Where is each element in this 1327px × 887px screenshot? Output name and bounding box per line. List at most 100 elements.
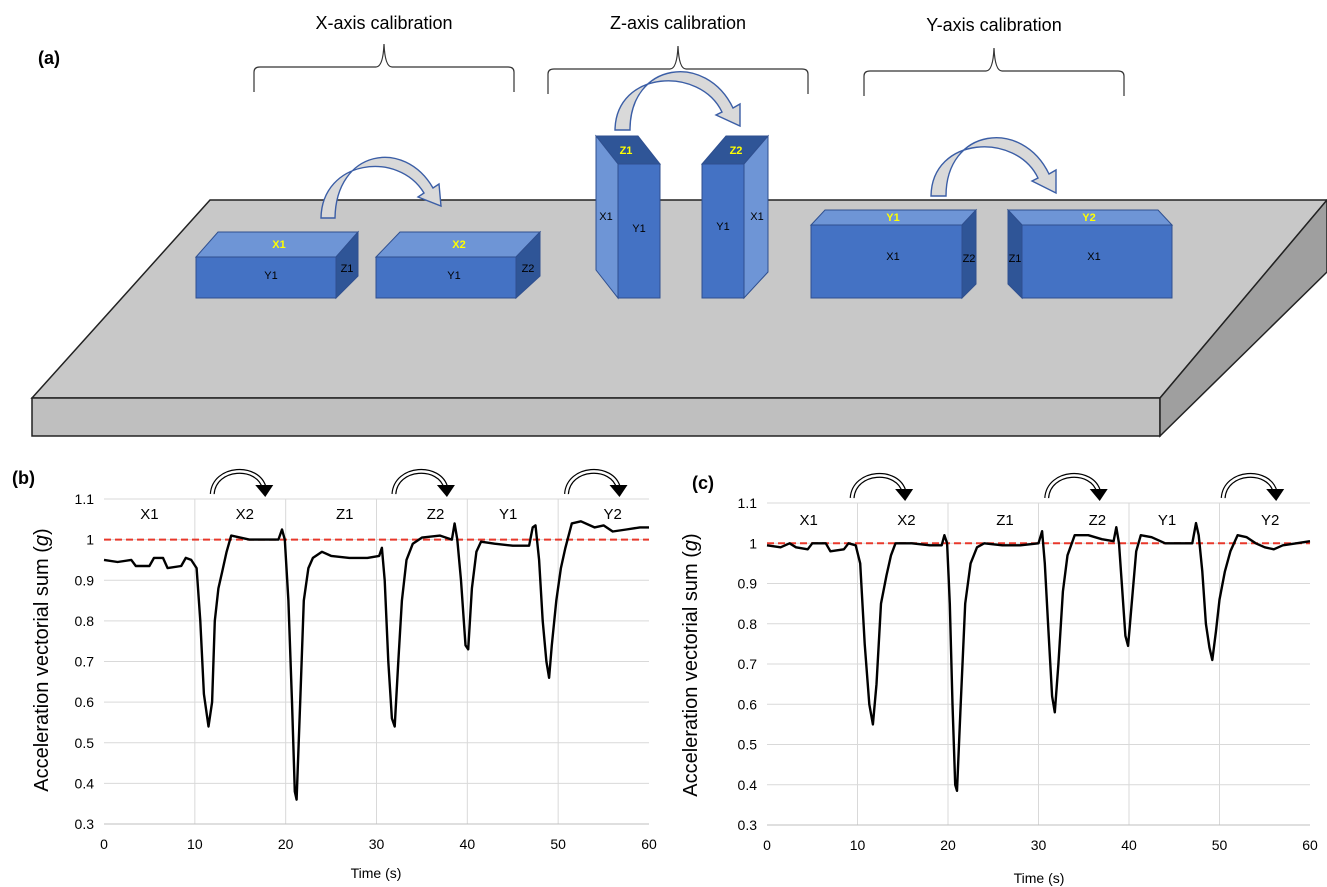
table-front — [31, 397, 1161, 437]
y-tick-label: 0.9 — [75, 572, 95, 588]
segment-label: Y2 — [1261, 512, 1279, 529]
block-x2-front-label: Y1 — [447, 270, 460, 282]
y-tick-label: 0.3 — [738, 817, 758, 833]
block-z1-front-label: Y1 — [632, 223, 645, 235]
flip-arrow-x — [320, 156, 442, 219]
panel-c-label: (c) — [692, 473, 714, 493]
y-tick-label: 0.4 — [75, 775, 95, 791]
x-tick-label: 40 — [460, 836, 476, 852]
segment-label: X1 — [799, 512, 817, 529]
section-title-x: X-axis calibration — [315, 13, 452, 33]
segment-label: Z1 — [336, 506, 354, 523]
block-y1: Y1 X1 Z2 — [809, 208, 978, 300]
segment-label: X2 — [236, 506, 254, 523]
block-y2-side-label: Z1 — [1009, 253, 1022, 265]
block-z1-side-label: X1 — [599, 211, 612, 223]
y-tick-label: 1.1 — [75, 491, 95, 507]
segment-label: Y1 — [499, 506, 517, 523]
transition-arrow-outline — [1220, 473, 1278, 499]
brace-x — [253, 43, 515, 92]
y-tick-label: 0.5 — [738, 737, 758, 753]
y-tick-label: 1 — [86, 532, 94, 548]
segment-label: Z2 — [427, 506, 445, 523]
y-tick-label: 0.7 — [75, 654, 95, 670]
transition-arrow-fill — [850, 474, 906, 499]
transition-arrow-outline — [1044, 473, 1102, 499]
chart-c-xlabel: Time (s) — [1014, 870, 1065, 886]
block-z1: Z1 Y1 X1 — [594, 134, 662, 300]
transition-arrow-head — [1266, 489, 1285, 501]
block-z2-top-label: Z2 — [730, 145, 743, 157]
x-tick-label: 0 — [763, 837, 771, 853]
block-z2-side-label: X1 — [750, 211, 763, 223]
block-y2-top-label: Y2 — [1082, 212, 1095, 224]
transition-arrow-head — [436, 485, 455, 497]
chart-b-xlabel: Time (s) — [351, 865, 402, 881]
x-tick-label: 50 — [550, 836, 566, 852]
transition-arrow-fill — [392, 470, 448, 495]
y-tick-label: 0.4 — [738, 777, 758, 793]
transition-arrow-fill — [565, 470, 620, 495]
segment-label: Z1 — [996, 512, 1014, 529]
flip-arrow-z — [614, 71, 741, 131]
brace-y — [863, 47, 1125, 96]
y-tick-label: 0.8 — [738, 616, 758, 632]
block-y1-top-label: Y1 — [886, 212, 899, 224]
transition-arrow-outline — [209, 469, 267, 495]
block-x1: X1 Y1 Z1 — [194, 230, 360, 300]
block-y1-front-label: X1 — [886, 251, 899, 263]
x-tick-label: 30 — [1031, 837, 1047, 853]
segment-label: Y2 — [603, 506, 621, 523]
transition-arrow-head — [895, 489, 914, 501]
y-tick-label: 0.6 — [75, 694, 95, 710]
y-tick-label: 1.1 — [738, 495, 758, 511]
transition-arrow-outline — [849, 473, 907, 499]
chart-c: (c) Acceleration vectorial sum (g) Time … — [680, 473, 1318, 886]
x-tick-label: 30 — [369, 836, 385, 852]
y-tick-label: 0.5 — [75, 735, 95, 751]
section-title-y: Y-axis calibration — [926, 15, 1061, 35]
transition-arrow-fill — [210, 470, 266, 495]
panel-b-label: (b) — [12, 468, 35, 488]
transition-arrow-head — [609, 485, 628, 497]
block-z2-front-label: Y1 — [716, 221, 729, 233]
table-side — [1159, 198, 1327, 438]
block-y2: Y2 X1 Z1 — [1006, 208, 1174, 300]
segment-label: Z2 — [1089, 512, 1107, 529]
x-tick-label: 50 — [1212, 837, 1228, 853]
panel-a: (a) X-axis calibration Z-axis calibratio… — [30, 13, 1327, 438]
block-x1-top-label: X1 — [272, 239, 285, 251]
section-title-z: Z-axis calibration — [610, 13, 746, 33]
block-x2-side-label: Z2 — [522, 263, 535, 275]
panel-a-label: (a) — [38, 48, 60, 68]
segment-label: X2 — [897, 512, 915, 529]
transition-arrow-outline — [564, 469, 621, 495]
x-tick-label: 10 — [850, 837, 866, 853]
block-z1-top-label: Z1 — [620, 145, 633, 157]
chart-c-ylabel: Acceleration vectorial sum (g) — [680, 533, 702, 796]
block-x1-side-label: Z1 — [341, 263, 354, 275]
block-x2-top-label: X2 — [452, 239, 465, 251]
x-tick-label: 20 — [940, 837, 956, 853]
y-tick-label: 0.9 — [738, 576, 758, 592]
transition-arrow-fill — [1221, 474, 1277, 499]
series-line — [103, 520, 649, 801]
transition-arrow-head — [255, 485, 274, 497]
transition-arrow-head — [1089, 489, 1108, 501]
y-tick-label: 0.3 — [75, 816, 95, 832]
block-x1-front-label: Y1 — [264, 270, 277, 282]
chart-b-ylabel: Acceleration vectorial sum (g) — [31, 528, 53, 791]
y-tick-label: 0.7 — [738, 656, 758, 672]
block-x2: X2 Y1 Z2 — [374, 230, 542, 300]
block-z2: Z2 Y1 X1 — [700, 134, 770, 300]
x-tick-label: 10 — [187, 836, 203, 852]
y-tick-label: 0.6 — [738, 696, 758, 712]
y-tick-label: 0.8 — [75, 613, 95, 629]
transition-arrow-outline — [391, 469, 449, 495]
x-tick-label: 40 — [1121, 837, 1137, 853]
x-tick-label: 60 — [641, 836, 657, 852]
flip-arrow-y — [930, 137, 1057, 197]
series-line — [766, 521, 1311, 792]
transition-arrow-fill — [1045, 474, 1100, 499]
